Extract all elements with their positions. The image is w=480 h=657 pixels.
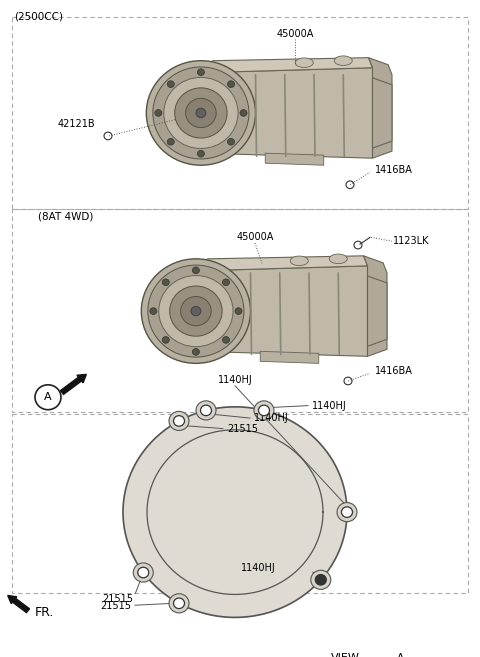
- Text: 1140HJ: 1140HJ: [254, 413, 289, 423]
- Circle shape: [150, 307, 157, 315]
- Circle shape: [315, 574, 326, 585]
- Text: 1416BA: 1416BA: [375, 166, 413, 175]
- Circle shape: [173, 416, 184, 426]
- Ellipse shape: [169, 411, 189, 430]
- Ellipse shape: [196, 401, 216, 420]
- Text: 42121B: 42121B: [58, 120, 95, 129]
- Text: (2500CC): (2500CC): [14, 11, 63, 22]
- Bar: [12, 17, 468, 209]
- Text: FR.: FR.: [35, 606, 54, 619]
- Ellipse shape: [191, 306, 201, 316]
- Text: 21515: 21515: [227, 424, 258, 434]
- Text: VIEW: VIEW: [331, 652, 360, 657]
- Circle shape: [197, 69, 204, 76]
- Text: A: A: [396, 652, 404, 657]
- Text: 1140HJ: 1140HJ: [312, 401, 347, 411]
- Text: 1140HJ: 1140HJ: [217, 375, 252, 385]
- Circle shape: [192, 348, 199, 355]
- Bar: [12, 413, 468, 593]
- Ellipse shape: [153, 67, 249, 159]
- Polygon shape: [196, 266, 368, 356]
- Ellipse shape: [148, 265, 244, 357]
- Text: 45000A: 45000A: [236, 233, 274, 242]
- Ellipse shape: [164, 78, 238, 148]
- Ellipse shape: [169, 594, 189, 613]
- Text: (8AT 4WD): (8AT 4WD): [38, 212, 94, 221]
- Text: 1123LK: 1123LK: [393, 237, 430, 246]
- Polygon shape: [201, 58, 372, 73]
- Ellipse shape: [337, 503, 357, 522]
- Circle shape: [240, 110, 247, 116]
- Ellipse shape: [159, 275, 233, 347]
- Ellipse shape: [133, 563, 153, 582]
- Circle shape: [192, 267, 199, 274]
- Ellipse shape: [311, 570, 331, 589]
- Circle shape: [168, 81, 174, 87]
- Text: 1140HJ: 1140HJ: [241, 563, 276, 574]
- Polygon shape: [372, 78, 392, 148]
- Polygon shape: [364, 256, 387, 356]
- Polygon shape: [265, 153, 324, 165]
- Ellipse shape: [146, 60, 255, 165]
- Circle shape: [162, 279, 169, 286]
- Circle shape: [201, 405, 212, 416]
- Circle shape: [228, 81, 235, 87]
- Circle shape: [197, 150, 204, 157]
- Polygon shape: [368, 276, 387, 346]
- Ellipse shape: [290, 256, 308, 265]
- Text: 1416BA: 1416BA: [375, 367, 413, 376]
- Circle shape: [228, 139, 235, 145]
- FancyArrow shape: [60, 374, 86, 394]
- Ellipse shape: [141, 259, 251, 363]
- Text: A: A: [44, 392, 52, 402]
- Polygon shape: [369, 58, 392, 158]
- Ellipse shape: [334, 56, 352, 66]
- Ellipse shape: [170, 286, 222, 336]
- Circle shape: [162, 336, 169, 343]
- Text: 45000A: 45000A: [276, 28, 314, 39]
- Circle shape: [341, 507, 352, 517]
- Ellipse shape: [329, 254, 347, 263]
- Ellipse shape: [180, 296, 211, 326]
- Polygon shape: [260, 351, 319, 363]
- Bar: [12, 209, 468, 411]
- Circle shape: [223, 279, 229, 286]
- Polygon shape: [196, 256, 368, 271]
- Circle shape: [223, 336, 229, 343]
- Circle shape: [259, 405, 269, 416]
- Ellipse shape: [295, 58, 313, 68]
- Circle shape: [168, 139, 174, 145]
- Text: 21515: 21515: [102, 595, 133, 604]
- Ellipse shape: [254, 401, 274, 420]
- FancyArrow shape: [8, 595, 30, 612]
- Polygon shape: [201, 68, 372, 158]
- Circle shape: [155, 110, 162, 116]
- Text: 21515: 21515: [100, 601, 131, 611]
- Circle shape: [235, 307, 242, 315]
- Ellipse shape: [175, 88, 227, 138]
- Ellipse shape: [196, 108, 206, 118]
- Polygon shape: [123, 407, 347, 618]
- Ellipse shape: [186, 99, 216, 127]
- Circle shape: [173, 598, 184, 608]
- Circle shape: [138, 567, 149, 578]
